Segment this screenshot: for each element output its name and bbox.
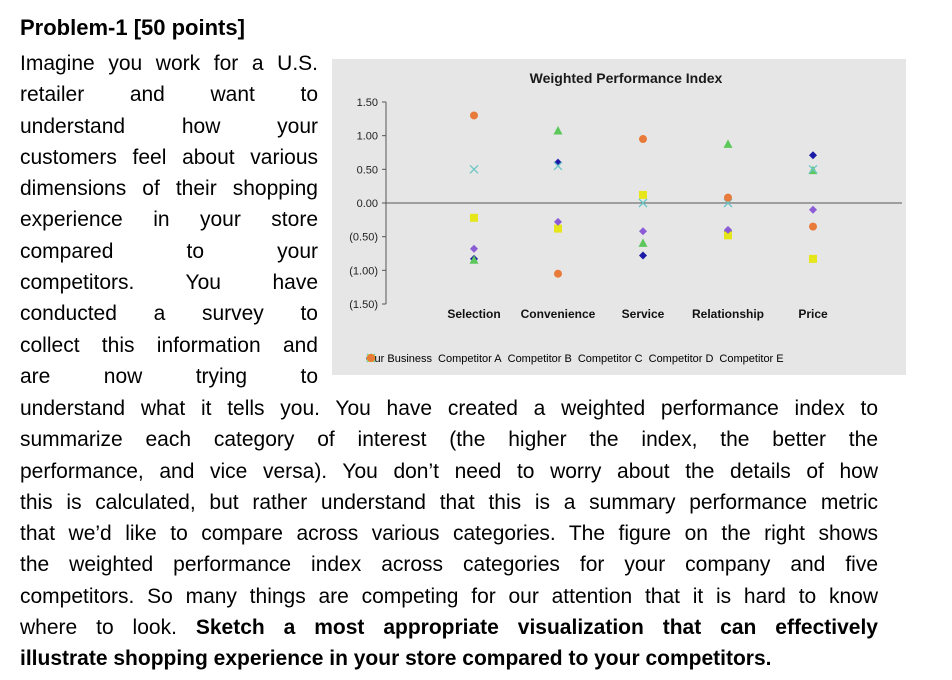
chart-marks bbox=[469, 111, 818, 278]
legend-label: Competitor B bbox=[507, 353, 572, 365]
legend-item-competitor-c: Competitor C bbox=[367, 353, 643, 365]
data-point-competitor-b bbox=[724, 231, 732, 240]
legend-label: Competitor E bbox=[719, 353, 784, 365]
text-line: competitors. So many things are competin… bbox=[20, 584, 878, 608]
data-point-competitor-c bbox=[470, 244, 478, 253]
data-point-competitor-b bbox=[554, 224, 562, 233]
legend-label: Competitor D bbox=[648, 353, 714, 365]
intro-paragraph-full: understand what it tells you. You have c… bbox=[20, 393, 878, 675]
data-point-our-business bbox=[554, 158, 562, 167]
data-point-competitor-b bbox=[470, 213, 478, 222]
data-point-competitor-d bbox=[808, 164, 818, 174]
legend-item-competitor-b: Competitor B bbox=[367, 353, 572, 365]
data-point-competitor-a bbox=[469, 255, 479, 264]
text-line: that we’d like to compare across various… bbox=[20, 522, 878, 546]
text-line: understand how your bbox=[20, 114, 318, 138]
data-point-competitor-d bbox=[638, 198, 648, 208]
chart-canvas: Weighted Performance Index 1.50 1.00 0.50 0… bbox=[349, 70, 902, 321]
data-point-competitor-e bbox=[809, 222, 817, 231]
x-category-label: Selection bbox=[447, 307, 500, 321]
data-point-our-business bbox=[639, 251, 647, 260]
task-instruction-bold-end: illustrate shopping experience in your s… bbox=[20, 647, 772, 671]
chart-title: Weighted Performance Index bbox=[530, 70, 723, 86]
legend-label: Competitor A bbox=[438, 353, 502, 365]
y-tick-label: 0.00 bbox=[357, 198, 378, 210]
text-line: the weighted performance index across ca… bbox=[20, 553, 878, 577]
y-tick-label: (1.50) bbox=[349, 299, 378, 311]
x-marker-stroke bbox=[469, 164, 479, 174]
legend-item-competitor-e: Competitor E bbox=[367, 353, 784, 365]
x-marker-stroke bbox=[553, 161, 563, 171]
text-line: conducted a survey to bbox=[20, 302, 318, 326]
text-line: compared to your bbox=[20, 239, 318, 263]
data-point-competitor-a bbox=[553, 125, 563, 135]
text-line: competitors. You have bbox=[20, 271, 318, 295]
x-category-label: Relationship bbox=[692, 307, 764, 321]
legend-label: Our Business bbox=[366, 353, 433, 365]
task-instruction-bold: Sketch a most appropriate visualization … bbox=[195, 616, 878, 640]
data-point-competitor-e bbox=[724, 193, 732, 202]
y-tick-label: 0.50 bbox=[357, 164, 378, 176]
text-line: this is calculated, but rather understan… bbox=[20, 490, 878, 514]
data-point-competitor-c bbox=[724, 225, 732, 234]
data-point-competitor-c bbox=[554, 217, 562, 226]
data-point-competitor-e bbox=[554, 269, 562, 278]
x-marker-stroke bbox=[808, 164, 818, 174]
x-category-label: Price bbox=[798, 307, 828, 321]
data-point-competitor-a bbox=[638, 238, 648, 247]
data-point-competitor-c bbox=[809, 205, 817, 214]
text-line: collect this information and bbox=[20, 333, 318, 357]
x-category-label: Convenience bbox=[521, 307, 596, 321]
task-lead-in: where to look. bbox=[20, 616, 196, 640]
legend-item-competitor-a: Competitor A bbox=[366, 353, 502, 365]
data-point-competitor-b bbox=[809, 254, 817, 263]
problem-title: Problem-1 [50 points] bbox=[20, 15, 245, 40]
y-tick-label: (0.50) bbox=[349, 232, 378, 244]
x-category-label: Service bbox=[622, 307, 665, 321]
text-line: summarize each category of interest (the… bbox=[20, 428, 878, 452]
data-point-our-business bbox=[809, 151, 817, 160]
text-line: Imagine you work for a U.S. bbox=[20, 52, 318, 75]
text-line: understand what it tells you. You have c… bbox=[20, 397, 878, 420]
text-line: performance, and vice versa). You don’t … bbox=[20, 459, 878, 483]
text-line: dimensions of their shopping bbox=[20, 177, 318, 201]
data-point-competitor-c bbox=[639, 227, 647, 236]
intro-paragraph-left: Imagine you work for a U.S. retailer and… bbox=[20, 48, 318, 392]
data-point-competitor-e bbox=[639, 135, 647, 144]
legend-marker bbox=[367, 354, 375, 362]
text-line: customers feel about various bbox=[20, 145, 318, 169]
text-line: experience in your store bbox=[20, 208, 318, 232]
data-point-competitor-e bbox=[470, 111, 478, 120]
chart-axes: 1.50 1.00 0.50 0.00 (0.50) (1.00) (1.50) Select… bbox=[349, 97, 902, 321]
data-point-competitor-b bbox=[639, 190, 647, 199]
legend-marker-icon bbox=[367, 354, 375, 362]
text-line-task: where to look. Sketch a most appropriate… bbox=[20, 612, 878, 643]
chart-legend: Our Business Competitor A Competitor B Comp… bbox=[366, 353, 906, 365]
text-line: are now trying to bbox=[20, 364, 318, 388]
data-point-competitor-d bbox=[553, 161, 563, 171]
y-tick-label: 1.50 bbox=[357, 97, 378, 109]
y-tick-label: 1.00 bbox=[357, 131, 378, 143]
text-line: retailer and want to bbox=[20, 83, 318, 107]
legend-item-competitor-d: Competitor D bbox=[366, 353, 714, 365]
legend-label: Competitor C bbox=[577, 353, 643, 365]
performance-chart: Weighted Performance Index 1.50 1.00 0.50 0… bbox=[332, 59, 906, 375]
x-marker-stroke bbox=[638, 198, 648, 208]
data-point-competitor-d bbox=[469, 164, 479, 174]
y-tick-label: (1.00) bbox=[349, 265, 378, 277]
data-point-competitor-a bbox=[723, 139, 733, 148]
